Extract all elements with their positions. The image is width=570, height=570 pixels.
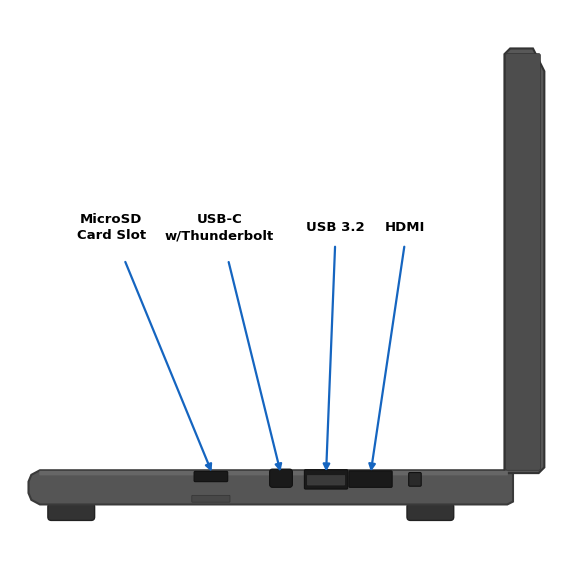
FancyBboxPatch shape <box>48 503 95 520</box>
FancyBboxPatch shape <box>270 469 292 487</box>
FancyBboxPatch shape <box>192 495 230 502</box>
Text: MicroSD
Card Slot: MicroSD Card Slot <box>76 213 146 242</box>
Text: USB-C
w/Thunderbolt: USB-C w/Thunderbolt <box>165 213 274 242</box>
Polygon shape <box>504 48 544 473</box>
Polygon shape <box>28 470 513 504</box>
FancyBboxPatch shape <box>194 471 227 482</box>
FancyBboxPatch shape <box>409 473 421 486</box>
Text: USB 3.2: USB 3.2 <box>306 221 364 234</box>
Text: HDMI: HDMI <box>385 221 425 234</box>
FancyBboxPatch shape <box>407 503 454 520</box>
FancyBboxPatch shape <box>349 471 392 487</box>
FancyBboxPatch shape <box>39 471 508 475</box>
FancyBboxPatch shape <box>304 470 348 489</box>
FancyBboxPatch shape <box>506 54 540 470</box>
FancyBboxPatch shape <box>307 475 345 485</box>
